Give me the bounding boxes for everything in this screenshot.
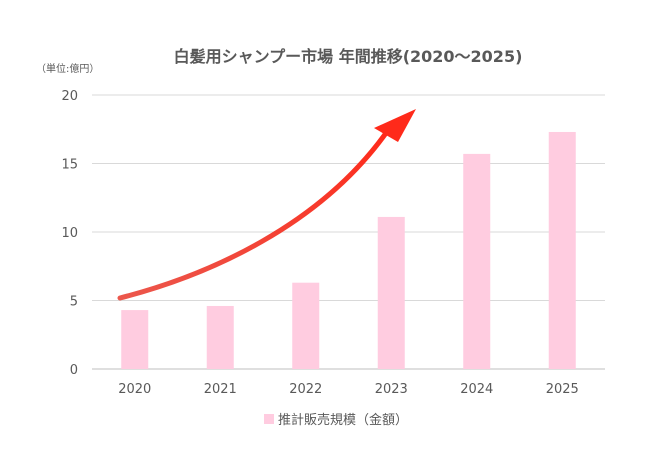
y-tick-label: 15 (61, 158, 78, 173)
trend-arrow-shaft (117, 130, 389, 301)
bar-2024 (463, 153, 491, 369)
x-tick-label: 2020 (118, 382, 151, 397)
y-axis-ticks: 0 5 10 15 20 (61, 89, 78, 378)
x-tick-label: 2024 (460, 382, 493, 397)
bar-2022 (292, 282, 320, 369)
grid-lines (92, 94, 605, 370)
chart-title: 白髪用シャンプー市場 年間推移(2020〜2025) (174, 47, 523, 66)
legend-swatch (264, 414, 274, 424)
x-tick-label: 2025 (546, 382, 579, 397)
bar-2023 (377, 216, 405, 369)
y-tick-label: 20 (61, 89, 78, 104)
y-tick-label: 10 (61, 226, 78, 241)
y-tick-label: 0 (70, 363, 78, 378)
x-tick-label: 2021 (204, 382, 237, 397)
x-tick-label: 2023 (375, 382, 408, 397)
bar-2021 (206, 305, 234, 369)
trend-arrow-head (374, 109, 416, 142)
bars (121, 131, 576, 369)
x-tick-label: 2022 (289, 382, 322, 397)
y-tick-label: 5 (70, 295, 78, 310)
unit-label: （単位:億円） (36, 62, 99, 75)
bar-2025 (548, 131, 576, 369)
legend: 推計販売規模（金額） (264, 412, 408, 428)
bar-2020 (121, 310, 149, 369)
x-axis-ticks: 2020 2021 2022 2023 2024 2025 (118, 382, 579, 397)
legend-label: 推計販売規模（金額） (278, 412, 408, 428)
trend-arrow (117, 109, 416, 301)
